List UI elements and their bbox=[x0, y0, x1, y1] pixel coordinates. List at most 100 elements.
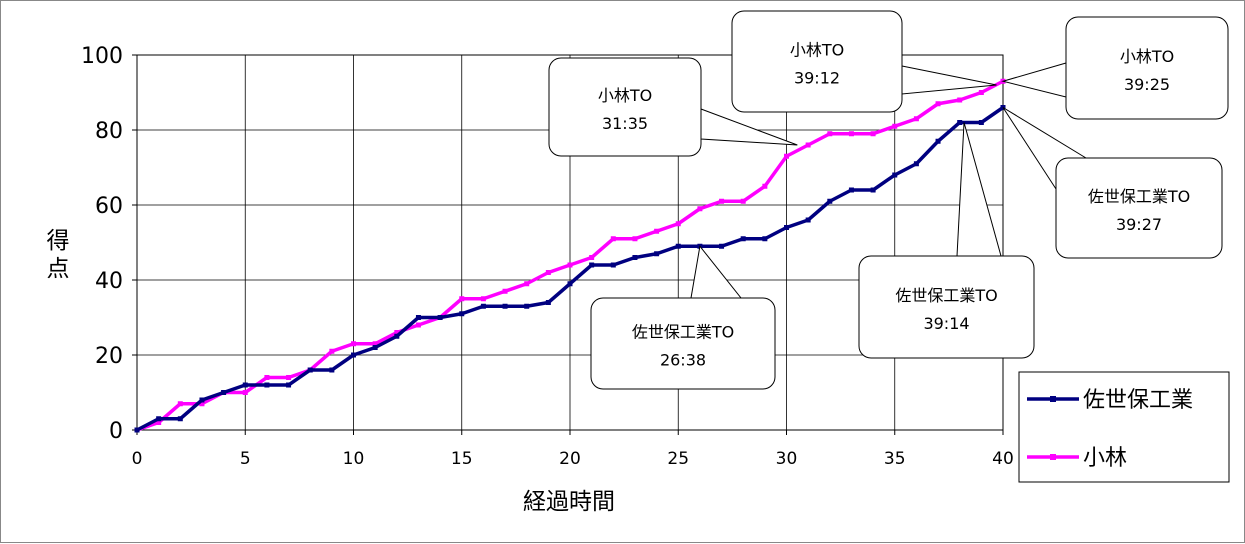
callout: 佐世保工業TO 39:27 bbox=[1002, 107, 1223, 259]
data-point bbox=[762, 236, 768, 242]
data-point bbox=[524, 281, 530, 287]
y-tick-label: 100 bbox=[81, 44, 123, 69]
legend-label: 小林 bbox=[1083, 446, 1127, 471]
callout-title: 小林TO bbox=[1120, 47, 1174, 66]
data-point bbox=[913, 116, 919, 122]
data-point bbox=[784, 225, 789, 230]
callout-title: 小林TO bbox=[790, 41, 844, 60]
data-point bbox=[545, 270, 551, 275]
data-point bbox=[762, 183, 768, 189]
data-point bbox=[697, 206, 703, 212]
axes: 0 5 10 15 20 25 30 35 40 0 20 40 60 80 100 bbox=[81, 44, 1014, 469]
callout: 小林TO 39:12 bbox=[731, 10, 997, 113]
x-tick-label: 5 bbox=[240, 449, 251, 469]
data-point bbox=[502, 288, 508, 294]
callout-time: 39:14 bbox=[923, 314, 969, 333]
data-point bbox=[827, 198, 833, 204]
data-point bbox=[935, 101, 941, 107]
callout-time: 26:38 bbox=[660, 351, 706, 370]
data-point bbox=[480, 303, 486, 309]
data-point bbox=[286, 382, 292, 388]
data-point bbox=[351, 352, 356, 358]
data-point bbox=[480, 296, 486, 302]
data-point bbox=[805, 217, 811, 223]
x-tick-label: 40 bbox=[992, 449, 1014, 469]
callout: 佐世保工業TO 26:38 bbox=[590, 245, 776, 390]
data-point bbox=[654, 251, 660, 257]
data-point bbox=[221, 390, 227, 395]
data-point bbox=[264, 375, 270, 380]
callout-title: 佐世保工業TO bbox=[895, 286, 997, 305]
callout-box bbox=[1055, 157, 1223, 259]
data-point bbox=[740, 198, 746, 204]
x-tick-label: 30 bbox=[776, 449, 798, 469]
callout-time: 39:12 bbox=[794, 69, 840, 88]
data-point bbox=[177, 416, 183, 422]
data-point bbox=[156, 420, 162, 425]
callout-title: 佐世保工業TO bbox=[1088, 187, 1190, 206]
callout-pointer bbox=[1001, 62, 1067, 98]
data-point bbox=[567, 262, 573, 268]
data-point bbox=[589, 255, 595, 260]
legend-marker bbox=[1050, 396, 1056, 402]
callouts: 小林TO31:35小林TO39:12小林TO39:25佐世保工業TO26:38佐… bbox=[548, 10, 1229, 390]
data-point bbox=[156, 416, 162, 422]
callout-time: 31:35 bbox=[602, 114, 648, 133]
y-axis-title: 得点 bbox=[47, 228, 70, 282]
callout-title: 佐世保工業TO bbox=[632, 323, 734, 342]
data-point bbox=[719, 243, 725, 249]
data-point bbox=[675, 243, 681, 249]
data-point bbox=[459, 311, 465, 317]
data-point bbox=[415, 322, 421, 328]
data-point bbox=[567, 281, 573, 287]
callout-box bbox=[731, 10, 903, 113]
data-point bbox=[870, 187, 876, 193]
legend-item: 佐世保工業 bbox=[1027, 388, 1193, 413]
data-point bbox=[610, 262, 616, 268]
data-point bbox=[784, 153, 789, 159]
data-point bbox=[719, 198, 725, 204]
legend-marker bbox=[1050, 454, 1056, 460]
data-point bbox=[805, 142, 811, 148]
data-point bbox=[199, 397, 205, 403]
y-tick-label: 0 bbox=[109, 419, 123, 444]
data-point bbox=[394, 330, 400, 335]
legend-box bbox=[1018, 371, 1230, 483]
data-point bbox=[978, 120, 984, 125]
data-point bbox=[892, 123, 898, 129]
data-point bbox=[848, 131, 854, 137]
callout-box bbox=[1065, 16, 1229, 120]
data-point bbox=[459, 296, 465, 302]
data-point bbox=[978, 90, 984, 95]
data-point bbox=[827, 131, 833, 137]
data-point bbox=[329, 348, 335, 354]
callout: 佐世保工業TO 39:14 bbox=[858, 122, 1035, 359]
data-point bbox=[957, 97, 963, 103]
callout-time: 39:27 bbox=[1116, 215, 1162, 234]
data-point bbox=[654, 228, 660, 234]
callout: 小林TO 39:25 bbox=[1001, 16, 1229, 120]
data-point bbox=[545, 300, 551, 305]
data-point bbox=[632, 236, 638, 242]
data-point bbox=[437, 315, 443, 320]
y-tick-label: 60 bbox=[95, 194, 123, 219]
data-point bbox=[394, 333, 400, 339]
data-point bbox=[935, 138, 941, 144]
y-tick-label: 40 bbox=[95, 269, 123, 294]
data-point bbox=[177, 401, 183, 407]
x-tick-label: 15 bbox=[451, 449, 473, 469]
y-tick-label: 80 bbox=[95, 119, 123, 144]
data-point bbox=[610, 236, 616, 242]
data-point bbox=[740, 236, 746, 242]
legend-label: 佐世保工業 bbox=[1083, 388, 1193, 413]
data-point bbox=[351, 341, 356, 347]
data-point bbox=[502, 303, 508, 309]
data-point bbox=[134, 427, 140, 433]
data-point bbox=[589, 262, 595, 268]
data-point bbox=[329, 367, 335, 373]
data-point bbox=[892, 172, 898, 178]
callout-box bbox=[858, 255, 1035, 359]
callout-box bbox=[590, 297, 776, 390]
